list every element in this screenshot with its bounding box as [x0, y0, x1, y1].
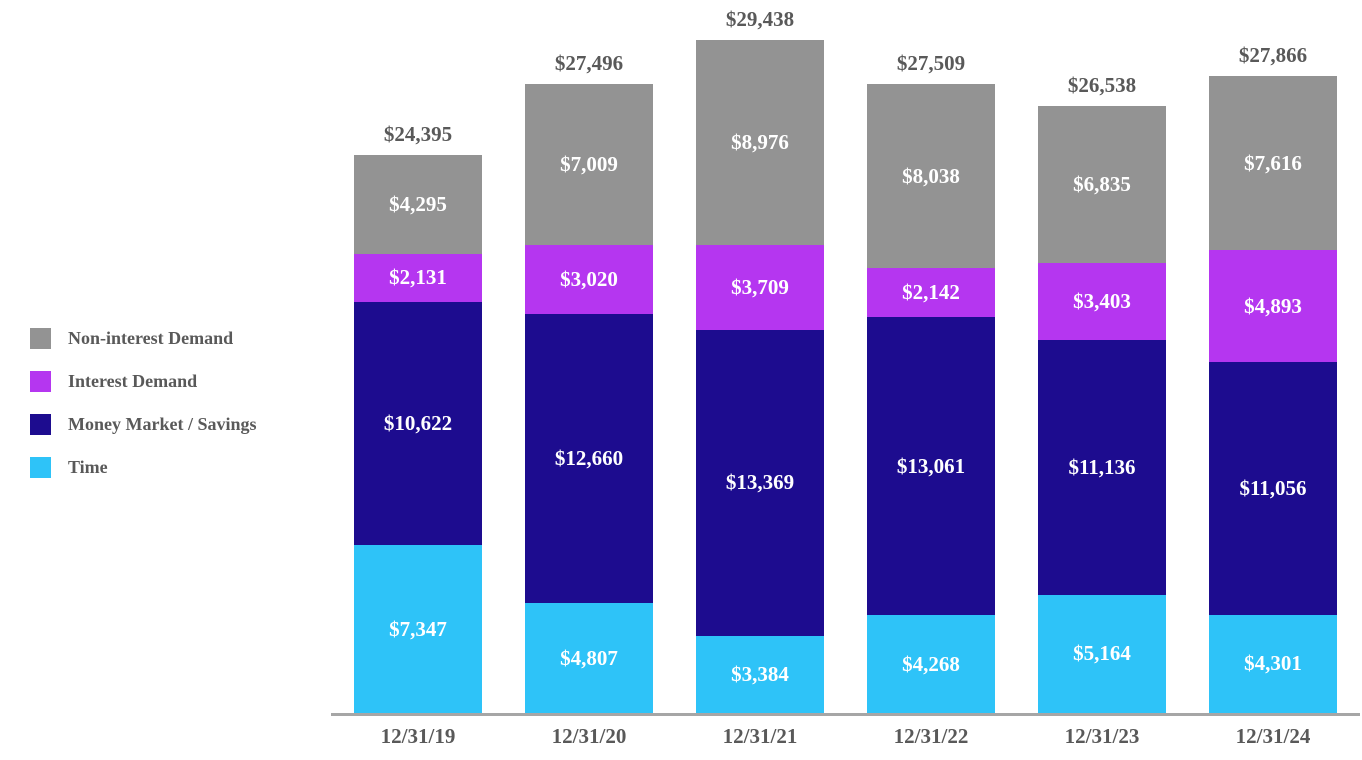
bar-segment-interest-demand: $3,020 [525, 244, 653, 314]
bar-segment-non-interest-demand: $8,976 [696, 40, 824, 246]
bar-segment-value-label: $4,807 [560, 645, 618, 670]
legend-swatch-icon [30, 457, 51, 478]
bar-segment-value-label: $5,164 [1073, 641, 1131, 666]
legend-label: Interest Demand [68, 371, 198, 391]
bar-segment-value-label: $11,136 [1068, 455, 1136, 480]
legend-label: Non-interest Demand [68, 328, 234, 348]
bar-segment-value-label: $13,061 [896, 453, 966, 478]
legend-item-non-interest-demand: Non-interest Demand [30, 328, 257, 349]
bar-total-label: $26,538 [1067, 73, 1137, 98]
bar-segment-value-label: $11,056 [1239, 475, 1307, 500]
bar-segment-value-label: $4,295 [389, 191, 447, 216]
bar-segment-time: $4,301 [1209, 614, 1337, 713]
bar-segment-value-label: $2,142 [902, 279, 960, 304]
bar-segment-time: $7,347 [354, 545, 482, 713]
bar-segment-value-label: $4,893 [1244, 293, 1302, 318]
legend-swatch-icon [30, 371, 51, 392]
bar-column-12-31-19: $24,395 $4,295 $2,131 $10,622 $7,347 [354, 122, 482, 713]
bar-segment-interest-demand: $4,893 [1209, 250, 1337, 362]
legend-label: Time [68, 457, 108, 477]
bar-segment-money-market-savings: $12,660 [525, 313, 653, 604]
legend-swatch-icon [30, 328, 51, 349]
bar-segment-interest-demand: $2,142 [867, 267, 995, 317]
chart-plot-area: $24,395 $4,295 $2,131 $10,622 $7,347 $27,496 $… [354, 0, 1337, 713]
bar-column-12-31-20: $27,496 $7,009 $3,020 $12,660 $4,807 [525, 51, 653, 713]
bar-segment-value-label: $4,268 [902, 651, 960, 676]
bar-total-label: $24,395 [383, 122, 453, 147]
bar-column-12-31-24: $27,866 $7,616 $4,893 $11,056 $4,301 [1209, 43, 1337, 713]
chart-legend: Non-interest Demand Interest Demand Money … [30, 328, 257, 500]
bar-segment-time: $5,164 [1038, 594, 1166, 713]
x-axis-label: 12/31/23 [1064, 724, 1140, 748]
bar-total-label: $27,866 [1238, 42, 1308, 67]
bar-segment-non-interest-demand: $7,616 [1209, 75, 1337, 251]
x-axis-line [331, 713, 1360, 716]
x-axis-labels: 12/31/19 12/31/20 12/31/21 12/31/22 12/31/23… [354, 724, 1337, 749]
bar-segment-value-label: $10,622 [383, 411, 453, 436]
bar-segment-value-label: $7,347 [389, 616, 447, 641]
bar-segment-value-label: $12,660 [554, 445, 624, 470]
bar-segment-time: $4,807 [525, 603, 653, 713]
bar-segment-value-label: $3,020 [560, 266, 618, 291]
bar-segment-value-label: $6,835 [1073, 171, 1131, 196]
bar-segment-money-market-savings: $10,622 [354, 302, 482, 546]
bar-segment-value-label: $7,009 [560, 152, 618, 177]
bar-total-label: $27,509 [896, 51, 966, 76]
x-axis-label: 12/31/20 [551, 724, 627, 748]
legend-item-time: Time [30, 457, 257, 478]
bar-segment-non-interest-demand: $6,835 [1038, 106, 1166, 263]
bar-segment-interest-demand: $3,403 [1038, 262, 1166, 341]
bar-segment-non-interest-demand: $8,038 [867, 84, 995, 268]
bar-segment-value-label: $8,976 [731, 130, 789, 155]
bar-segment-value-label: $7,616 [1244, 150, 1302, 175]
bar-segment-value-label: $8,038 [902, 163, 960, 188]
bar-segment-interest-demand: $3,709 [696, 245, 824, 331]
bar-segment-value-label: $2,131 [389, 265, 447, 290]
x-axis-label: 12/31/21 [722, 724, 798, 748]
bar-segment-non-interest-demand: $4,295 [354, 155, 482, 254]
bar-total-label: $27,496 [554, 51, 624, 76]
bar-segment-value-label: $3,384 [731, 661, 789, 686]
bar-segment-value-label: $4,301 [1244, 651, 1302, 676]
bar-column-12-31-21: $29,438 $8,976 $3,709 $13,369 $3,384 [696, 7, 824, 713]
bar-segment-time: $3,384 [696, 635, 824, 713]
x-axis-label: 12/31/19 [380, 724, 456, 748]
bar-segment-money-market-savings: $13,369 [696, 330, 824, 636]
bar-column-12-31-22: $27,509 $8,038 $2,142 $13,061 $4,268 [867, 51, 995, 713]
legend-item-money-market-savings: Money Market / Savings [30, 414, 257, 435]
bar-segment-money-market-savings: $11,056 [1209, 361, 1337, 615]
legend-item-interest-demand: Interest Demand [30, 371, 257, 392]
bar-segment-money-market-savings: $13,061 [867, 316, 995, 616]
bar-segment-time: $4,268 [867, 615, 995, 713]
x-axis-label: 12/31/22 [893, 724, 969, 748]
x-axis-label: 12/31/24 [1235, 724, 1311, 748]
bar-segment-value-label: $3,403 [1073, 288, 1131, 313]
legend-swatch-icon [30, 414, 51, 435]
bar-segment-value-label: $3,709 [731, 275, 789, 300]
bar-segment-money-market-savings: $11,136 [1038, 340, 1166, 595]
bar-segment-value-label: $13,369 [725, 470, 795, 495]
bar-segment-non-interest-demand: $7,009 [525, 84, 653, 245]
legend-label: Money Market / Savings [68, 414, 257, 434]
bar-total-label: $29,438 [725, 7, 795, 32]
bar-segment-interest-demand: $2,131 [354, 253, 482, 303]
bar-column-12-31-23: $26,538 $6,835 $3,403 $11,136 $5,164 [1038, 73, 1166, 713]
